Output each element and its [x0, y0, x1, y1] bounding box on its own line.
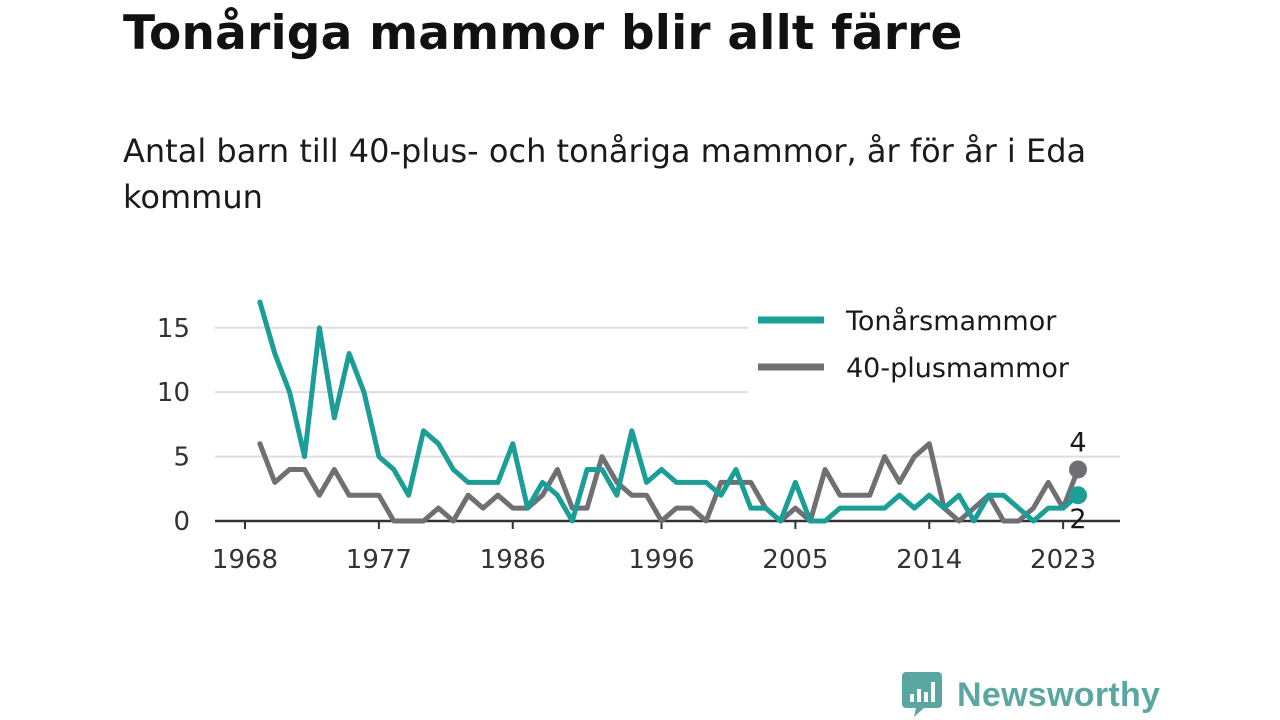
chart-title: Tonåriga mammor blir allt färre	[123, 6, 963, 61]
x-tick-label: 1996	[628, 545, 694, 575]
end-value-label: 2	[1069, 504, 1086, 535]
brand-name: Newsworthy	[957, 675, 1161, 714]
x-tick-label: 1968	[212, 545, 278, 575]
end-point-marker	[1069, 460, 1087, 479]
series-line-40-plusmammor	[257, 441, 1081, 524]
legend-label: Tonårsmammor	[845, 306, 1057, 337]
y-tick-label: 5	[173, 443, 190, 473]
x-tick-label: 2023	[1030, 545, 1096, 575]
legend-label: 40-plusmammor	[846, 353, 1070, 384]
chart-subtitle: Antal barn till 40-plus- och tonåriga ma…	[123, 132, 1087, 216]
x-tick-label: 2014	[896, 545, 962, 575]
y-tick-label: 10	[157, 378, 190, 408]
y-tick-label: 0	[173, 507, 190, 537]
end-value-label: 4	[1069, 427, 1086, 458]
x-tick-label: 2005	[762, 545, 828, 575]
x-tick-label: 1986	[480, 545, 546, 575]
legend-box	[748, 296, 1120, 394]
newsworthy-logo-icon	[902, 672, 942, 717]
x-tick-label: 1977	[346, 545, 412, 575]
y-tick-label: 15	[157, 314, 190, 344]
brand: Newsworthy	[902, 672, 1160, 718]
end-point-marker	[1069, 486, 1087, 505]
series-line-tonarsmammor	[257, 299, 1081, 524]
